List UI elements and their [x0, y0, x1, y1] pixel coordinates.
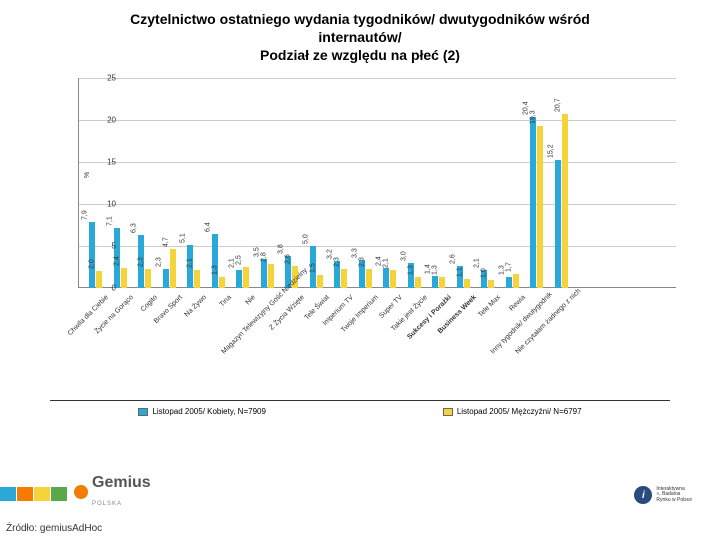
- bar-s1: 2,4: [383, 268, 389, 288]
- bar-s2: 1,3: [439, 277, 445, 288]
- research-badge: i Interaktywna », Badania Rynku w Polsce: [634, 486, 692, 504]
- y-tick: 25: [107, 74, 116, 83]
- legend-label-1: Listopad 2005/ Kobiety, N=7909: [152, 407, 266, 416]
- legend-item-2: Listopad 2005/ Mężczyźni/ N=6797: [443, 407, 582, 416]
- title-line-1: Czytelnictwo ostatniego wydania tygodnik…: [40, 10, 680, 28]
- logo-dot-icon: [74, 485, 88, 499]
- bar-s1: 20,4: [530, 117, 536, 288]
- footer-bar: [34, 487, 50, 501]
- bar-s1: 15,2: [555, 160, 561, 288]
- y-tick: 0: [112, 284, 116, 293]
- bar-container: 7,92,07,12,46,32,32,34,75,12,16,41,32,12…: [78, 78, 676, 288]
- y-tick: 5: [112, 242, 116, 251]
- bar-s1: 1,3: [506, 277, 512, 288]
- chart-area: % 7,92,07,12,46,32,32,34,75,12,16,41,32,…: [50, 78, 690, 418]
- title-line-2: internautów/: [40, 28, 680, 46]
- bar-s2: 1,1: [464, 279, 470, 288]
- badge-icon: i: [634, 486, 652, 504]
- badge-text: Interaktywna », Badania Rynku w Polsce: [656, 487, 692, 504]
- gemius-logo: Gemius POLSKA: [74, 474, 151, 510]
- bar-s2: 2,0: [96, 271, 102, 288]
- bar-s1: 7,9: [89, 222, 95, 288]
- y-tick: 15: [107, 158, 116, 167]
- bar-s2: 20,7: [562, 114, 568, 288]
- y-tick: 20: [107, 116, 116, 125]
- bar-s2: 1,3: [415, 277, 421, 288]
- bar-s2: 1,7: [513, 274, 519, 288]
- footer-color-bars: [0, 487, 68, 506]
- bar-s2: 1,5: [317, 275, 323, 288]
- legend-item-1: Listopad 2005/ Kobiety, N=7909: [138, 407, 266, 416]
- legend-swatch-2: [443, 408, 453, 416]
- bar-s2: 2,1: [194, 270, 200, 288]
- source-text: Źródło: gemiusAdHoc: [6, 523, 102, 534]
- footer-bar: [0, 487, 16, 501]
- bar-s1: 1,4: [432, 276, 438, 288]
- bar-s2: 2,5: [243, 267, 249, 288]
- bar-s2: 2,1: [390, 270, 396, 288]
- bar-s2: 19,3: [537, 126, 543, 288]
- bar-s1: 3,5: [261, 259, 267, 288]
- legend: Listopad 2005/ Kobiety, N=7909 Listopad …: [50, 400, 670, 418]
- title-line-3: Podział ze względu na płeć (2): [40, 46, 680, 64]
- bar-s2: 1,0: [488, 280, 494, 288]
- bar-s2: 2,8: [268, 264, 274, 288]
- bar-s1: 2,3: [163, 269, 169, 288]
- x-labels: Chwila dla CiebieŻycie na GorącoCogitoBr…: [78, 290, 676, 380]
- y-tick: 10: [107, 200, 116, 209]
- chart-title: Czytelnictwo ostatniego wydania tygodnik…: [0, 0, 720, 69]
- footer-bar: [51, 487, 67, 501]
- logo-subtext: POLSKA: [92, 501, 122, 507]
- bar-s2: 2,3: [145, 269, 151, 288]
- legend-swatch-1: [138, 408, 148, 416]
- footer-bar: [17, 487, 33, 501]
- bar-s1: 2,1: [236, 270, 242, 288]
- logo-text: Gemius: [92, 474, 151, 491]
- bar-s2: 2,3: [366, 269, 372, 288]
- footer: Gemius POLSKA i Interaktywna », Badania …: [0, 476, 720, 540]
- bar-s2: 2,4: [121, 268, 127, 288]
- legend-label-2: Listopad 2005/ Mężczyźni/ N=6797: [457, 407, 582, 416]
- bar-s2: 2,3: [341, 269, 347, 288]
- bar-s2: 4,7: [170, 249, 176, 288]
- bar-s2: 1,3: [219, 277, 225, 288]
- bar-s1: 6,4: [212, 234, 218, 288]
